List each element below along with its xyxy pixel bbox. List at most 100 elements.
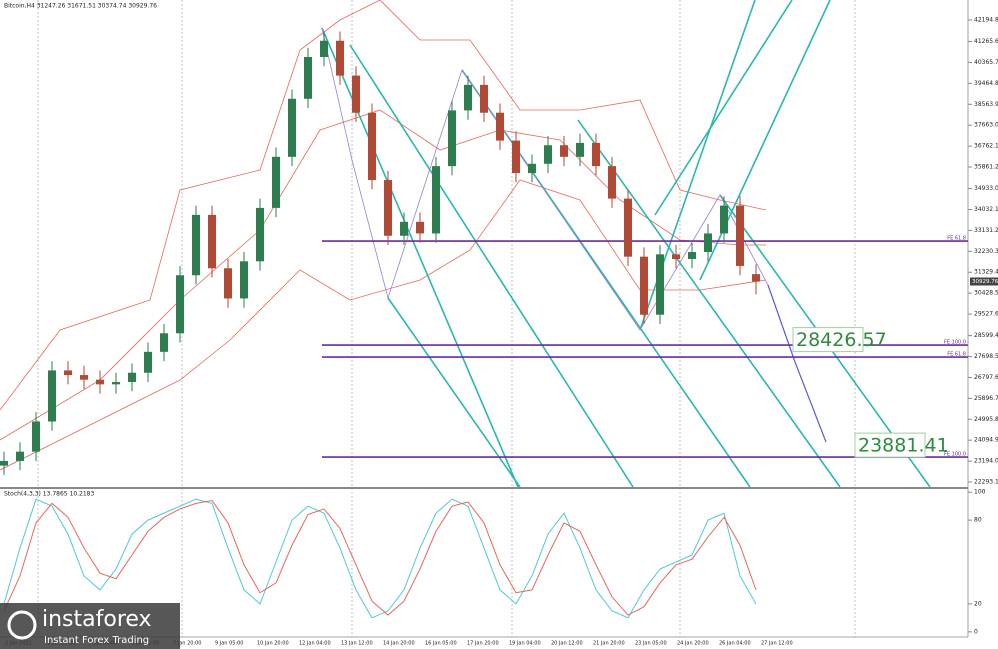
logo-brand: instaforex (42, 607, 152, 632)
candle-body (624, 198, 632, 257)
target-label: 28426.57 (796, 329, 887, 351)
fib-label: FE 61.8 (947, 236, 966, 242)
x-tick-label: 9 Jan 05:00 (215, 641, 243, 647)
x-tick-label: 24 Jan 20:00 (677, 641, 709, 647)
y-tick-label: 26797.60 (974, 374, 998, 381)
x-tick-label: 12 Jan 04:00 (299, 641, 331, 647)
fib-label: FE 61.8 (947, 352, 966, 358)
candle-body (416, 221, 424, 234)
wave-zigzag (321, 27, 769, 331)
candle-body (400, 221, 408, 236)
y-tick-label: 34032.10 (974, 206, 998, 213)
fib-label: FE 100.0 (944, 452, 966, 458)
candle-body (256, 207, 264, 262)
candle-body (560, 145, 568, 157)
x-tick-label: 21 Jan 20:00 (593, 641, 625, 647)
price-marker-label: 30929.76 (972, 279, 998, 285)
y-tick-label: 38563.90 (974, 101, 998, 108)
target-box (854, 432, 926, 458)
candle-body (144, 351, 152, 373)
y-tick-label: 29527.60 (974, 311, 998, 318)
candle-body (160, 333, 168, 352)
logo-box (0, 603, 180, 649)
logo: instaforex Instant Forex Trading (0, 603, 180, 649)
candle-body (32, 421, 40, 452)
y-tick-label: 30428.50 (974, 290, 998, 297)
candle-body (208, 214, 216, 269)
y-tick-label: 32230.30 (974, 248, 998, 255)
symbol-header: Bitcoin,H4 31247.26 31671.51 30374.74 30… (4, 3, 157, 10)
candle-body (240, 261, 248, 299)
target-box (792, 327, 864, 353)
y-tick-label: 27698.50 (974, 353, 998, 360)
y-tick-label: 25896.70 (974, 395, 998, 402)
candle-body (320, 40, 328, 58)
y-tick-label: 34933.00 (974, 185, 998, 192)
y-tick-label: 40365.70 (974, 59, 998, 66)
x-tick-label: 10 Jan 20:00 (257, 641, 289, 647)
candle-body (112, 382, 120, 385)
candle-body (64, 370, 72, 376)
x-tick-label: 16 Jan 05:00 (425, 641, 457, 647)
y-tick-label: 37663.00 (974, 122, 998, 129)
candle-body (0, 460, 8, 466)
x-tick-label: 17 Jan 20:00 (467, 641, 499, 647)
y-tick-label: 24094.90 (974, 437, 998, 444)
y-tick-label: 31329.40 (974, 269, 998, 276)
candle-body (752, 274, 760, 282)
candle-body (512, 140, 520, 174)
candle-body (368, 112, 376, 181)
logo-icon (7, 610, 37, 640)
x-tick-label: 26 Jan 04:00 (719, 641, 751, 647)
stoch-line (3, 500, 757, 616)
y-tick-label: 22293.10 (974, 479, 998, 486)
y-tick-label: 100 (974, 489, 986, 496)
candle-body (304, 57, 312, 99)
candle-body (656, 254, 664, 315)
candle-body (496, 112, 504, 141)
x-tick-label: 23 Jan 05:00 (635, 641, 667, 647)
candle-body (336, 40, 344, 76)
x-tick-label: 20 Jan 12:00 (551, 641, 583, 647)
target-label: 23881.41 (858, 435, 949, 457)
candle-body (576, 142, 584, 157)
candle-body (528, 163, 536, 174)
candle-body (176, 275, 184, 334)
y-tick-label: 36762.10 (974, 143, 998, 150)
y-tick-label: 23194.00 (974, 458, 998, 465)
candle-body (384, 180, 392, 236)
candle-body (736, 205, 744, 266)
candle-body (480, 84, 488, 113)
y-tick-label: 28599.40 (974, 332, 998, 339)
candle-body (288, 98, 296, 157)
candle-body (432, 166, 440, 234)
fib-label: FE 100.0 (944, 340, 966, 346)
candle-body (128, 372, 136, 383)
projection (767, 284, 827, 443)
candle-body (352, 75, 360, 113)
candle-body (640, 256, 648, 315)
candle-body (16, 451, 24, 461)
candle-body (272, 156, 280, 208)
y-tick-label: 41265.60 (974, 38, 998, 45)
x-tick-label: 14 Jan 20:00 (383, 641, 415, 647)
candle-body (720, 205, 728, 234)
candle-body (96, 379, 104, 385)
price-marker (970, 277, 998, 286)
candle-body (192, 214, 200, 276)
candle-body (672, 254, 680, 259)
stoch-header: Stoch(4,3,3) 13.7865 10.2183 (4, 491, 95, 498)
candle-body (608, 166, 616, 199)
y-tick-label: 42194.80 (974, 16, 998, 23)
y-tick-label: 35861.20 (974, 164, 998, 171)
candle-body (688, 252, 696, 259)
y-tick-label: 20 (974, 600, 982, 607)
y-tick-label: 24995.80 (974, 416, 998, 423)
candle-body (464, 84, 472, 111)
candle-body (592, 142, 600, 167)
x-tick-label: 19 Jan 04:00 (509, 641, 541, 647)
candle-body (448, 110, 456, 167)
